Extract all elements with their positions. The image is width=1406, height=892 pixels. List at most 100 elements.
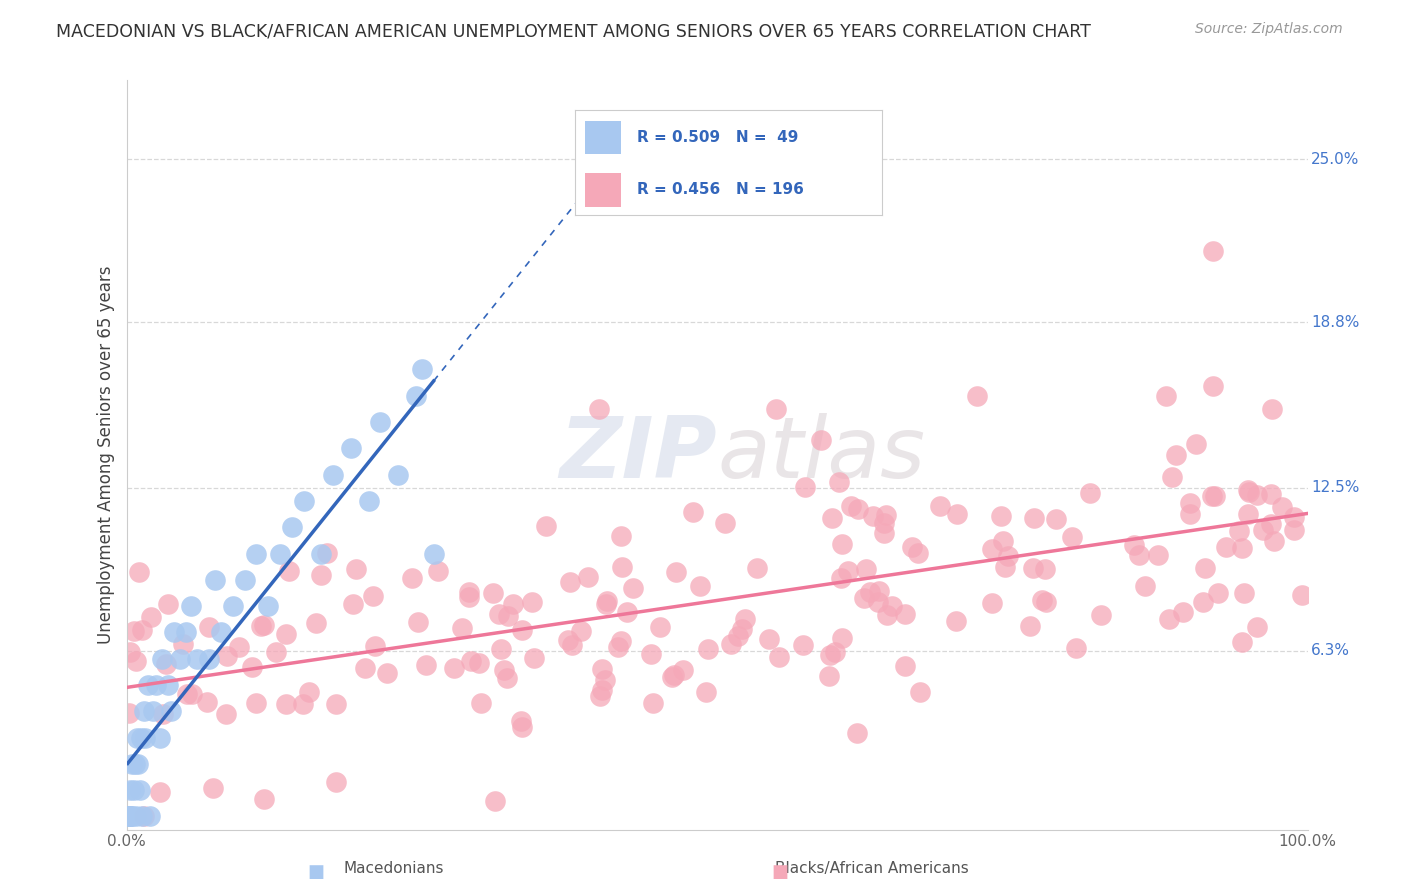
Point: [1157, 612, 1180, 626]
Point: [127, 731, 149, 745]
Point: [714, 516, 737, 530]
Point: [198, 651, 221, 665]
Point: [134, 731, 156, 745]
Point: [121, 756, 143, 771]
Point: [120, 645, 142, 659]
Point: [1261, 401, 1284, 416]
Point: [731, 622, 754, 636]
Point: [520, 595, 543, 609]
Point: [1031, 592, 1053, 607]
Point: [496, 609, 519, 624]
Point: [131, 809, 153, 823]
Point: [1271, 500, 1294, 514]
Point: [837, 564, 859, 578]
Point: [862, 508, 884, 523]
Point: [468, 657, 491, 671]
Point: [488, 607, 510, 621]
Point: [195, 695, 218, 709]
Point: [215, 706, 238, 721]
Point: [139, 610, 162, 624]
Point: [1282, 523, 1305, 537]
Point: [908, 685, 931, 699]
Point: [868, 583, 890, 598]
Point: [145, 678, 167, 692]
Point: [160, 704, 183, 718]
Point: [697, 641, 720, 656]
Point: [150, 651, 173, 665]
Point: [589, 689, 612, 703]
Point: [489, 642, 512, 657]
Point: [695, 685, 717, 699]
Point: [576, 570, 599, 584]
Point: [595, 597, 617, 611]
Point: [768, 650, 790, 665]
Point: [1246, 488, 1268, 502]
Point: [591, 662, 613, 676]
Point: [571, 624, 593, 638]
Point: [209, 625, 232, 640]
Point: [222, 599, 245, 613]
Point: [1035, 595, 1057, 609]
Point: [901, 540, 924, 554]
Point: [1215, 541, 1237, 555]
Point: [281, 520, 304, 534]
Point: [522, 651, 544, 665]
Point: [510, 624, 533, 638]
Text: 18.8%: 18.8%: [1312, 315, 1360, 330]
Point: [993, 559, 1015, 574]
Point: [1201, 489, 1223, 503]
Point: [415, 658, 437, 673]
Point: [128, 783, 150, 797]
Text: 12.5%: 12.5%: [1312, 480, 1360, 495]
Point: [993, 533, 1015, 548]
Point: [560, 575, 582, 590]
Point: [450, 621, 472, 635]
Point: [1064, 640, 1087, 655]
Point: [129, 731, 152, 745]
Point: [1227, 524, 1250, 538]
Point: [325, 698, 347, 712]
Point: [794, 480, 817, 494]
Point: [169, 651, 191, 665]
Point: [1147, 548, 1170, 562]
Text: Macedonians: Macedonians: [343, 861, 444, 876]
Point: [792, 638, 814, 652]
Point: [361, 589, 384, 603]
Point: [253, 618, 276, 632]
Point: [1018, 619, 1040, 633]
Point: [325, 775, 347, 789]
Point: [859, 585, 882, 599]
Point: [621, 581, 644, 595]
Point: [1233, 586, 1256, 600]
Point: [831, 537, 853, 551]
Point: [1033, 562, 1056, 576]
Point: [1154, 389, 1177, 403]
Point: [990, 509, 1012, 524]
Point: [672, 663, 695, 677]
Point: [595, 673, 617, 687]
Point: [1282, 510, 1305, 524]
Point: [1236, 508, 1258, 522]
Point: [173, 637, 195, 651]
Text: Blacks/African Americans: Blacks/African Americans: [775, 861, 969, 876]
Point: [152, 707, 174, 722]
Point: [139, 809, 162, 823]
Point: [342, 597, 364, 611]
Point: [357, 494, 380, 508]
Point: [831, 632, 853, 646]
Point: [163, 625, 186, 640]
Point: [125, 654, 148, 668]
Point: [118, 809, 141, 823]
Point: [443, 660, 465, 674]
Point: [457, 585, 479, 599]
Point: [1133, 578, 1156, 592]
Point: [1230, 634, 1253, 648]
Point: [557, 632, 579, 647]
Text: ■: ■: [772, 863, 789, 881]
Point: [377, 665, 399, 680]
Point: [155, 657, 177, 672]
Point: [215, 649, 238, 664]
Point: [157, 598, 180, 612]
Point: [894, 659, 917, 673]
Text: ■: ■: [308, 863, 325, 881]
